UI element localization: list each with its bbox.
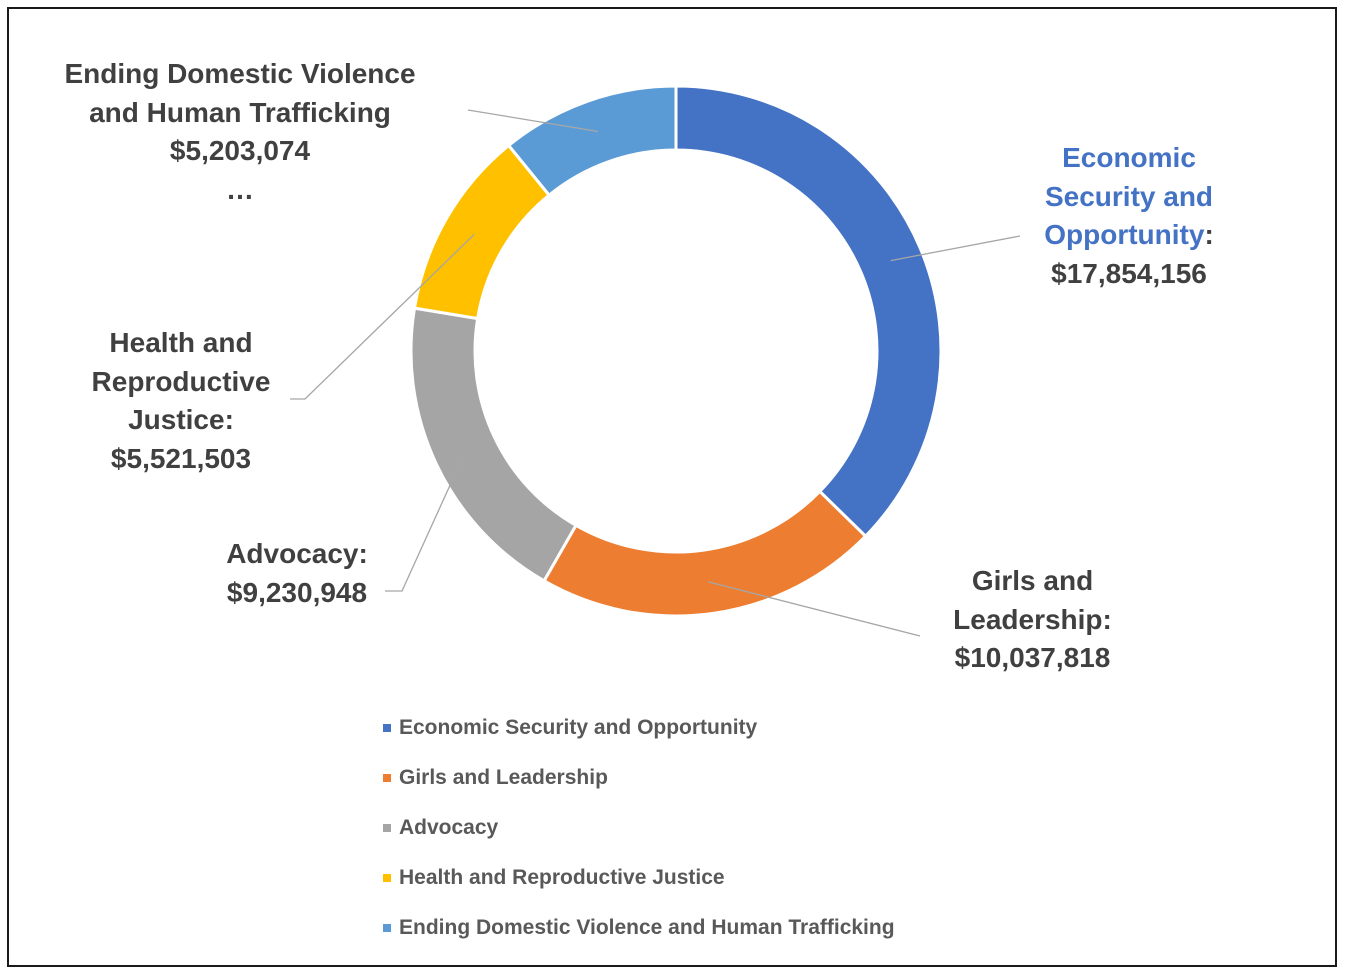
data-label-girls-leadership-line-2: Leadership:	[953, 603, 1112, 635]
legend-item: Economic Security and Opportunity	[383, 703, 895, 753]
legend-item: Girls and Leadership	[383, 753, 895, 803]
leader-lines	[290, 109, 1021, 637]
leader-line-ending-domestic-violence	[467, 109, 599, 133]
leader-line-advocacy	[385, 450, 467, 592]
data-label-girls-leadership-line-1: Girls and	[971, 565, 1094, 596]
data-label-health-reproductive: Health and Reproductive Justice: $5,521,…	[72, 324, 290, 478]
legend-label: Health and Reproductive Justice	[399, 866, 725, 889]
data-label-advocacy-line-1: Advocacy:	[226, 538, 368, 569]
leader-line-economic-security	[890, 235, 1021, 262]
data-label-economic-security-line-1: Economic	[1062, 142, 1196, 173]
legend-item: Advocacy	[383, 803, 895, 853]
leader-line-girls-leadership	[707, 581, 921, 637]
legend-label: Economic Security and Opportunity	[399, 716, 758, 739]
data-label-economic-security-value: $17,854,156	[1051, 257, 1207, 289]
legend-swatch	[383, 924, 391, 932]
data-label-ending-domestic-violence: Ending Domestic Violence and Human Traff…	[20, 55, 460, 209]
legend-item: Ending Domestic Violence and Human Traff…	[383, 903, 895, 953]
slice-girls-leadership	[542, 489, 868, 618]
donut-slices	[409, 84, 943, 618]
leader-line-health-reproductive	[290, 233, 475, 400]
chart-legend: Economic Security and Opportunity Girls …	[383, 703, 895, 953]
data-label-advocacy: Advocacy: $9,230,948	[204, 535, 390, 612]
data-label-ending-domestic-violence-line-1: Ending Domestic Violence	[64, 58, 416, 89]
legend-label: Advocacy	[399, 816, 499, 839]
legend-swatch	[383, 824, 391, 832]
slice-economic-security	[674, 84, 943, 539]
legend-swatch	[383, 774, 391, 782]
data-label-health-reproductive-line-2: Reproductive	[91, 365, 271, 397]
slice-ending-domestic-violence	[506, 84, 678, 198]
legend-label: Ending Domestic Violence and Human Traff…	[399, 916, 895, 939]
data-label-health-reproductive-line-3: Justice:	[128, 404, 234, 435]
chart-frame	[7, 7, 1337, 967]
data-label-girls-leadership-value: $10,037,818	[954, 642, 1111, 673]
data-label-economic-security: Economic Security and Opportunity: $17,8…	[1030, 139, 1228, 293]
legend-swatch	[383, 874, 391, 882]
slice-advocacy	[409, 306, 578, 583]
legend-item: Health and Reproductive Justice	[383, 853, 895, 903]
data-label-advocacy-value: $9,230,948	[226, 576, 368, 608]
data-label-economic-security-line-2: Security and	[1044, 180, 1214, 212]
data-label-ending-domestic-violence-line-2: and Human Trafficking	[89, 96, 391, 128]
data-label-ending-domestic-violence-value: $5,203,074	[169, 135, 311, 166]
data-label-girls-leadership: Girls and Leadership: $10,037,818	[930, 562, 1135, 678]
data-label-health-reproductive-value: $5,521,503	[110, 442, 252, 474]
legend-label: Girls and Leadership	[399, 766, 608, 789]
data-label-economic-security-line-3: Opportunity:	[1044, 219, 1214, 250]
data-label-ending-domestic-violence-ellipsis: …	[226, 173, 254, 205]
data-label-health-reproductive-line-1: Health and	[109, 327, 253, 358]
legend-swatch	[383, 724, 391, 732]
